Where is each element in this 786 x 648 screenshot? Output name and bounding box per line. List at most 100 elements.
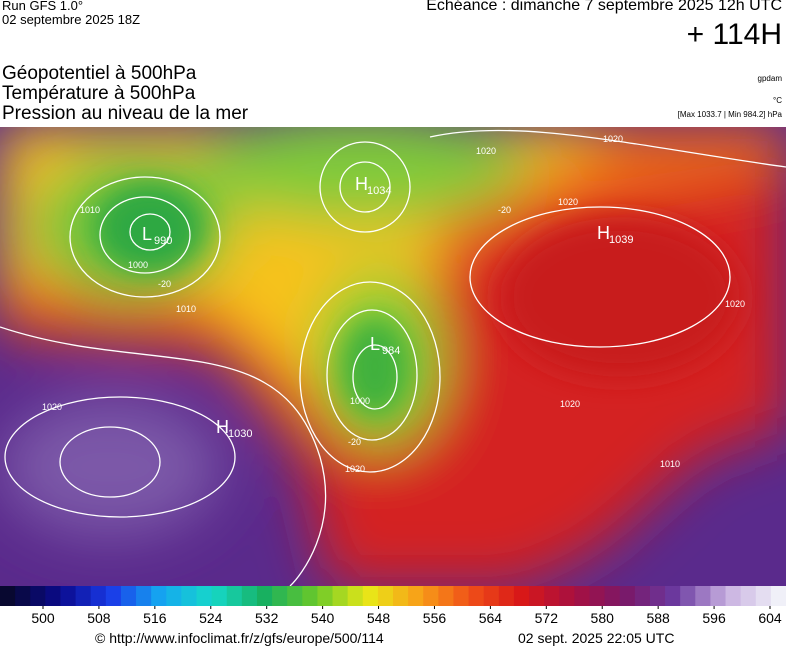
color-swatch: [226, 586, 243, 606]
unit: °C: [773, 96, 782, 105]
pressure-center-letter: H: [216, 417, 229, 437]
legend-tick-label: 524: [199, 610, 223, 626]
color-swatch: [408, 586, 424, 606]
color-swatch: [196, 586, 213, 606]
legend-tick-label: 580: [591, 610, 615, 626]
legend-tick-label: 508: [87, 610, 111, 626]
legend-tick-label: 500: [31, 610, 55, 626]
color-swatch: [90, 586, 107, 606]
color-swatch: [136, 586, 152, 606]
color-swatch: [15, 586, 31, 606]
legend-tick-label: 540: [311, 610, 335, 626]
pressure-center-letter: H: [355, 174, 368, 194]
color-swatch: [589, 586, 606, 606]
contour-label: 1020: [345, 464, 365, 474]
contour-label: 1020: [603, 134, 623, 144]
color-swatch: [559, 586, 575, 606]
color-swatch: [393, 586, 409, 606]
pressure-center-value: 1039: [609, 234, 633, 246]
color-swatch: [544, 586, 560, 606]
contour-label: 1010: [176, 304, 196, 314]
pressure-center-value: 1034: [367, 185, 391, 197]
color-swatch: [120, 586, 137, 606]
timestamp: 02 sept. 2025 22:05 UTC: [518, 630, 675, 646]
color-swatch: [438, 586, 454, 606]
layer: Pression au niveau de la mer: [2, 103, 249, 124]
legend: 500 508 516 524 532 540 548 556 564 572 580 588 596 6…: [0, 586, 786, 626]
contour-label: 1020: [560, 399, 580, 409]
contour-label: 1020: [725, 299, 745, 309]
color-swatch: [347, 586, 364, 606]
run: Run GFS 1.0°: [2, 0, 84, 13]
color-swatch: [619, 586, 636, 606]
legend-tick-label: 548: [367, 610, 391, 626]
legend-tick-label: 532: [255, 610, 279, 626]
color-swatch: [45, 586, 61, 606]
color-swatch: [755, 586, 772, 606]
color-swatch: [256, 586, 273, 606]
color-swatch: [453, 586, 470, 606]
legend-tick-label: 564: [479, 610, 503, 626]
pressure-center-letter: L: [370, 334, 380, 354]
layer: Température à 500hPa: [2, 83, 196, 104]
color-swatch: [649, 586, 666, 606]
legend-tick-label: 516: [143, 610, 167, 626]
color-swatch: [680, 586, 696, 606]
color-swatch: [423, 586, 439, 606]
color-swatch: [377, 586, 394, 606]
run-date: 02 septembre 2025 18Z: [2, 12, 141, 27]
pressure-center-value: 1030: [228, 428, 252, 440]
contour-label: 1020: [476, 146, 496, 156]
color-swatch: [725, 586, 742, 606]
legend-tick-label: 604: [758, 610, 782, 626]
color-swatch: [181, 586, 197, 606]
color-swatch: [574, 586, 590, 606]
pressure-center-letter: L: [142, 224, 152, 244]
color-swatch: [241, 586, 258, 606]
contour-label: 1010: [660, 459, 680, 469]
color-swatch: [468, 586, 485, 606]
color-swatch: [740, 586, 757, 606]
legend-tick-label: 588: [646, 610, 670, 626]
contour-label: 1020: [42, 402, 62, 412]
color-swatch: [604, 586, 621, 606]
pressure-center-letter: H: [597, 223, 610, 243]
color-swatch: [60, 586, 77, 606]
layer: Géopotentiel à 500hPa: [2, 63, 197, 84]
pressure-center-value: 984: [382, 345, 400, 357]
contour-label: -20: [348, 437, 361, 447]
color-swatch: [302, 586, 318, 606]
color-swatch: [211, 586, 228, 606]
legend-tick-label: 596: [702, 610, 726, 626]
color-swatch: [75, 586, 92, 606]
contour-label: 1000: [128, 260, 148, 270]
color-swatch: [30, 586, 46, 606]
color-swatch: [166, 586, 182, 606]
pressure-center-value: 990: [154, 235, 172, 247]
color-swatch: [513, 586, 530, 606]
lead-time: + 114H: [686, 18, 782, 51]
contour-label: 1010: [80, 205, 100, 215]
color-swatch: [634, 586, 651, 606]
color-swatch: [151, 586, 167, 606]
color-swatch: [665, 586, 681, 606]
color-swatch: [362, 586, 379, 606]
unit: [Max 1033.7 | Min 984.2] hPa: [677, 110, 782, 119]
color-swatch: [317, 586, 334, 606]
color-swatch: [272, 586, 288, 606]
color-swatch: [105, 586, 122, 606]
source: © http://www.infoclimat.fr/z/gfs/europe/…: [95, 630, 384, 646]
contour-label: -20: [498, 205, 511, 215]
color-swatch: [332, 586, 349, 606]
color-swatch: [695, 586, 711, 606]
legend-tick-label: 572: [535, 610, 559, 626]
color-swatch: [498, 586, 515, 606]
color-swatch: [287, 586, 303, 606]
unit: gpdam: [757, 74, 782, 83]
color-swatch: [770, 586, 786, 606]
legend-tick-label: 556: [423, 610, 447, 626]
color-swatch: [529, 586, 545, 606]
contour-label: 1000: [350, 396, 370, 406]
